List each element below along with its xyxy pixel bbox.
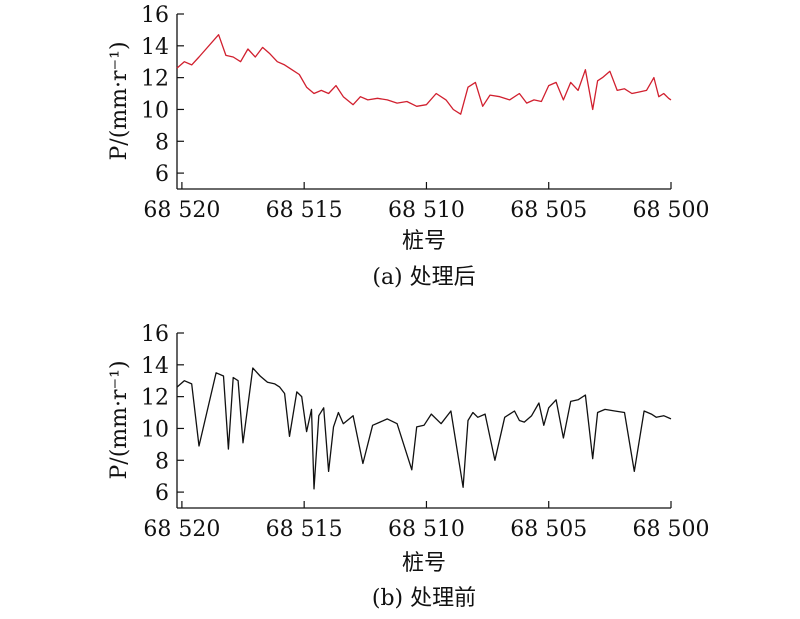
x-tick-label: 68 500 bbox=[633, 198, 710, 223]
y-tick-label: 14 bbox=[141, 35, 169, 60]
y-tick-label: 10 bbox=[141, 417, 169, 442]
x-tick-label: 68 505 bbox=[510, 198, 587, 223]
x-tick-label: 68 500 bbox=[633, 517, 710, 542]
series-line-raw bbox=[176, 367, 672, 490]
y-tick-label: 16 bbox=[141, 3, 169, 28]
x-tick-label: 68 520 bbox=[143, 198, 220, 223]
y-tick-label: 10 bbox=[141, 98, 169, 123]
y-tick-label: 12 bbox=[141, 67, 169, 92]
x-axis-ticks: 68 520 68 515 68 510 68 505 68 500 bbox=[143, 182, 709, 223]
y-tick-label: 14 bbox=[141, 354, 169, 379]
x-tick-label: 68 510 bbox=[388, 517, 465, 542]
chart-processed: P/(mm·r⁻¹) 6 8 10 12 14 16 68 520 68 515 68 510… bbox=[107, 3, 709, 290]
x-tick-label: 68 505 bbox=[510, 517, 587, 542]
y-tick-label: 8 bbox=[155, 449, 169, 474]
x-axis-label: 桩号 bbox=[402, 229, 446, 254]
x-tick-label: 68 515 bbox=[266, 198, 343, 223]
x-axis-ticks: 68 520 68 515 68 510 68 505 68 500 bbox=[143, 501, 709, 542]
x-tick-label: 68 510 bbox=[388, 198, 465, 223]
y-tick-label: 12 bbox=[141, 386, 169, 411]
x-tick-label: 68 515 bbox=[266, 517, 343, 542]
y-tick-label: 6 bbox=[155, 481, 169, 506]
y-tick-label: 6 bbox=[155, 162, 169, 187]
y-tick-label: 8 bbox=[155, 130, 169, 155]
caption-a: (a) 处理后 bbox=[372, 265, 475, 290]
series-line-processed bbox=[176, 34, 672, 115]
x-axis-label: 桩号 bbox=[402, 551, 446, 576]
y-axis-label: P/(mm·r⁻¹) bbox=[107, 41, 132, 160]
caption-b: (b) 处理前 bbox=[372, 586, 476, 611]
y-axis-label: P/(mm·r⁻¹) bbox=[107, 360, 132, 479]
chart-raw: P/(mm·r⁻¹) 6 8 10 12 14 16 68 520 68 515 68 510… bbox=[107, 322, 709, 611]
y-axis-ticks: 6 8 10 12 14 16 bbox=[141, 322, 184, 506]
y-axis-ticks: 6 8 10 12 14 16 bbox=[141, 3, 184, 187]
y-tick-label: 16 bbox=[141, 322, 169, 347]
x-tick-label: 68 520 bbox=[143, 517, 220, 542]
